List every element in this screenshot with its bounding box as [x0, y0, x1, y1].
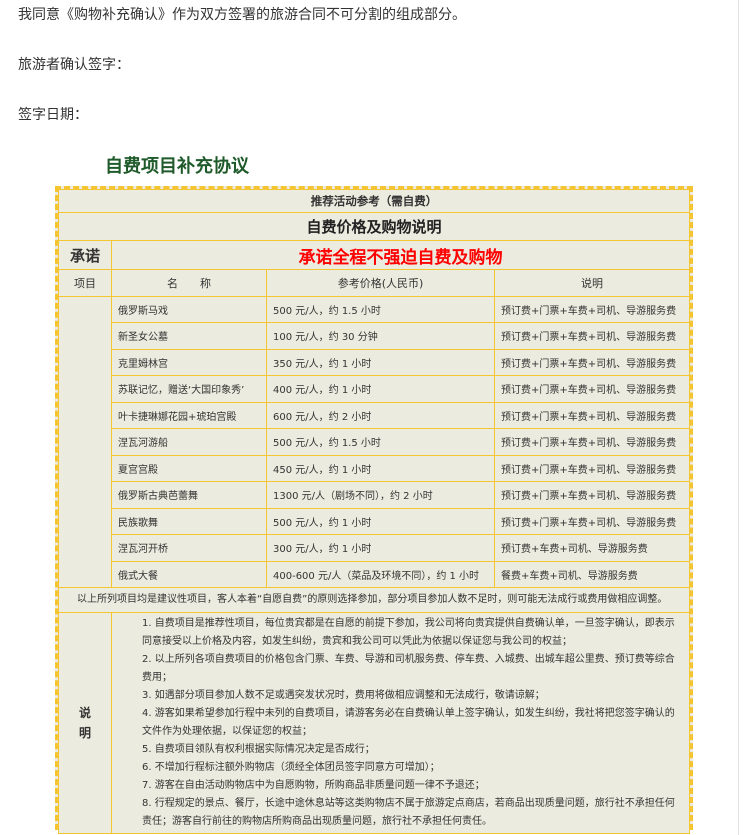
activity-desc: 预订费+门票+车费+司机、导游服务费 [494, 454, 690, 482]
table-row: 克里姆林宫 350 元/人，约 1 小时 预订费+门票+车费+司机、导游服务费 [59, 348, 690, 376]
note-item: 5. 自费项目领队有权利根据实际情况决定是否成行； [142, 744, 375, 755]
agreement-text: 我同意《购物补充确认》作为双方签署的旅游合同不可分割的组成部分。 [18, 7, 466, 23]
activity-name: 克里姆林宫 [111, 348, 267, 376]
column-header-item: 项目 [58, 269, 112, 297]
activity-name: 俄罗斯马戏 [111, 295, 267, 323]
activity-desc: 预订费+门票+车费+司机、导游服务费 [494, 295, 690, 323]
activity-desc: 预订费+门票+车费+司机、导游服务费 [494, 428, 690, 456]
note-item: 3. 如遇部分项目参加人数不足或遇突发状况时，费用将做相应调整和无法成行，敬请谅… [142, 690, 545, 701]
activity-name: 夏宫宫殿 [111, 454, 267, 482]
table-row: 民族歌舞 500 元/人，约 1 小时 预订费+门票+车费+司机、导游服务费 [59, 507, 690, 535]
page-divider [738, 0, 739, 835]
table-row: 涅瓦河开桥 300 元/人，约 1 小时 预订费+车费+司机、导游服务费 [59, 534, 690, 562]
notes-label: 说明 [58, 612, 112, 834]
section-title: 自费项目补充协议 [105, 156, 249, 177]
table-caption: 推荐活动参考（需自费） [58, 189, 690, 213]
note-item: 1. 自费项目是推荐性项目，每位贵宾都是在自愿的前提下参加，我公司将向贵宾提供自… [142, 618, 675, 647]
self-pay-table-container: 推荐活动参考（需自费） 自费价格及购物说明 承诺 承诺全程不强迫自费及购物 项目 … [55, 186, 693, 834]
activity-price: 400-600 元/人（菜品及环境不同），约 1 小时 [266, 560, 495, 588]
activity-desc: 预订费+门票+车费+司机、导游服务费 [494, 481, 690, 509]
self-pay-table: 推荐活动参考（需自费） 自费价格及购物说明 承诺 承诺全程不强迫自费及购物 项目 … [58, 189, 690, 834]
activity-desc: 预订费+门票+车费+司机、导游服务费 [494, 322, 690, 350]
table-heading: 自费价格及购物说明 [58, 212, 690, 241]
signature-label: 旅游者确认签字： [18, 57, 130, 73]
column-header-desc: 说明 [494, 269, 690, 297]
activity-price: 500 元/人，约 1.5 小时 [266, 428, 495, 456]
table-row: 俄罗斯马戏 500 元/人，约 1.5 小时 预订费+门票+车费+司机、导游服务费 [58, 295, 690, 588]
activity-name: 民族歌舞 [111, 507, 267, 535]
column-header-name: 名 称 [111, 269, 267, 297]
promise-label: 承诺 [58, 240, 112, 270]
column-header-price: 参考价格(人民币) [266, 269, 495, 297]
remark-text: 以上所列项目均是建议性项目，客人本着“自愿自费”的原则选择参加，部分项目参加人数… [58, 587, 690, 613]
note-item: 4. 游客如果希望参加行程中未列的自费项目，请游客务必在自费确认单上签字确认，如… [142, 708, 675, 737]
activity-name: 叶卡捷琳娜花园+琥珀宫殿 [111, 401, 267, 429]
note-item: 7. 游客在自由活动购物店中为自愿购物，所购商品非质量问题一律不予退还； [142, 780, 485, 791]
activity-name: 俄式大餐 [111, 560, 267, 588]
activity-price: 400 元/人，约 1 小时 [266, 375, 495, 403]
table-row: 涅瓦河游船 500 元/人，约 1.5 小时 预订费+门票+车费+司机、导游服务费 [59, 428, 690, 456]
activity-price: 500 元/人，约 1 小时 [266, 507, 495, 535]
activity-desc: 预订费+门票+车费+司机、导游服务费 [494, 375, 690, 403]
activity-desc: 餐费+车费+司机、导游服务费 [494, 560, 690, 588]
table-row: 俄式大餐 400-600 元/人（菜品及环境不同），约 1 小时 餐费+车费+司机、… [59, 560, 690, 588]
activity-desc: 预订费+门票+车费+司机、导游服务费 [494, 348, 690, 376]
activity-desc: 预订费+车费+司机、导游服务费 [494, 534, 690, 562]
activity-desc: 预订费+门票+车费+司机、导游服务费 [494, 507, 690, 535]
activity-name: 俄罗斯古典芭蕾舞 [111, 481, 267, 509]
activity-price: 100 元/人，约 30 分钟 [266, 322, 495, 350]
table-row: 俄罗斯古典芭蕾舞 1300 元/人（剧场不同），约 2 小时 预订费+门票+车费+司… [59, 481, 690, 509]
activity-price: 300 元/人，约 1 小时 [266, 534, 495, 562]
activity-price: 1300 元/人（剧场不同），约 2 小时 [266, 481, 495, 509]
table-row: 苏联记忆，赠送‘大国印象秀’ 400 元/人，约 1 小时 预订费+门票+车费+司机… [59, 375, 690, 403]
table-row: 叶卡捷琳娜花园+琥珀宫殿 600 元/人，约 2 小时 预订费+门票+车费+司机、导… [59, 401, 690, 429]
sign-date-label: 签字日期： [18, 107, 88, 123]
activity-price: 350 元/人，约 1 小时 [266, 348, 495, 376]
promise-text: 承诺全程不强迫自费及购物 [111, 240, 690, 270]
table-row: 新圣女公墓 100 元/人，约 30 分钟 预订费+门票+车费+司机、导游服务费 [59, 322, 690, 350]
activity-price: 450 元/人，约 1 小时 [266, 454, 495, 482]
activity-name: 涅瓦河开桥 [111, 534, 267, 562]
note-item: 8. 行程规定的景点、餐厅，长途中途休息站等这类购物店不属于旅游定点商店，若商品… [142, 798, 675, 827]
activity-name: 苏联记忆，赠送‘大国印象秀’ [111, 375, 267, 403]
activity-name: 涅瓦河游船 [111, 428, 267, 456]
activity-price: 500 元/人，约 1.5 小时 [266, 295, 495, 323]
activity-name: 新圣女公墓 [111, 322, 267, 350]
note-item: 2. 以上所列各项自费项目的价格包含门票、车费、导游和司机服务费、停车费、入城费… [142, 654, 675, 683]
item-column-cell [58, 295, 112, 588]
note-item: 6. 不增加行程标注额外购物店（须经全体团员签字同意方可增加）； [142, 762, 440, 773]
table-row: 夏宫宫殿 450 元/人，约 1 小时 预订费+门票+车费+司机、导游服务费 [59, 454, 690, 482]
activity-price: 600 元/人，约 2 小时 [266, 401, 495, 429]
activity-desc: 预订费+门票+车费+司机、导游服务费 [494, 401, 690, 429]
